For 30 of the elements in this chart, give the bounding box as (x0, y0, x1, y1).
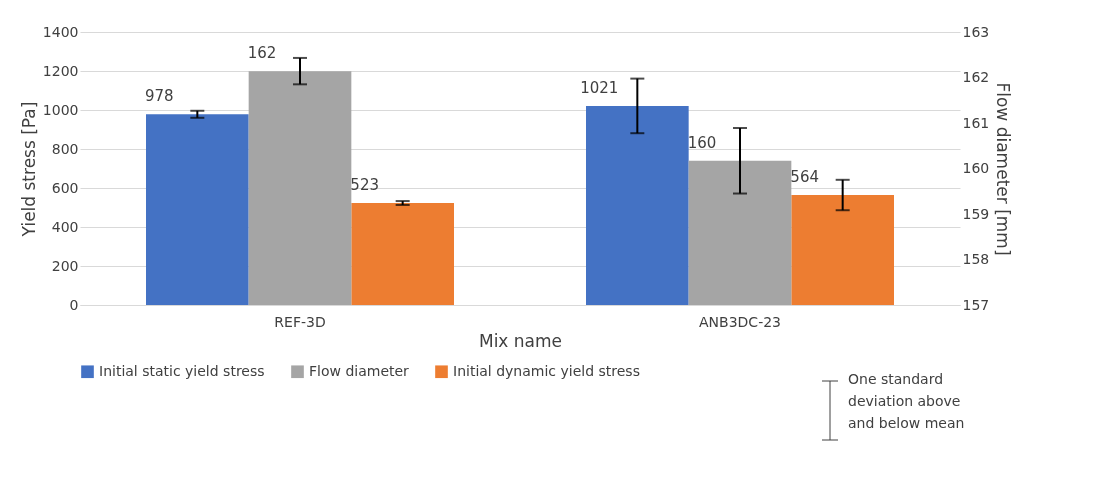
data-label: 1021 (580, 78, 619, 97)
y-tick-label: 400 (51, 218, 79, 235)
data-label: 978 (145, 87, 174, 106)
legend-label: Initial static yield stress (99, 362, 265, 379)
data-label: 162 (247, 44, 277, 63)
y2-tick-label: 161 (962, 114, 990, 131)
y-tick-label: 200 (51, 257, 79, 274)
legend-label: Initial dynamic yield stress (453, 362, 640, 379)
x-tick-label: ANB3DC-23 (699, 313, 781, 330)
y-tick-label: 1400 (42, 23, 79, 40)
x-tick-label: REF-3D (274, 313, 326, 330)
y2-tick-label: 160 (962, 160, 990, 176)
legend-label: Flow diameter (309, 362, 410, 379)
x-axis-title: Mix name (478, 330, 563, 351)
y-tick-label: 0 (69, 296, 79, 313)
y2-tick-label: 158 (962, 251, 990, 267)
y2-tick-label: 157 (962, 296, 990, 313)
data-label: 564 (790, 168, 819, 187)
y-axis-title: Yield stress [Pa] (18, 101, 39, 238)
data-label: 523 (350, 176, 379, 195)
y2-axis-title: Flow diameter [mm] (993, 82, 1014, 256)
y-tick-label: 800 (51, 140, 79, 157)
y2-tick-label: 163 (962, 23, 990, 40)
y-tick-label: 1000 (42, 101, 79, 118)
y2-tick-label: 159 (962, 205, 990, 222)
text: One standard deviation above and below mean (848, 371, 965, 431)
y-tick-label: 600 (51, 179, 79, 196)
data-label: 160 (687, 133, 717, 152)
y2-tick-label: 162 (962, 69, 990, 85)
y-tick-label: 1200 (42, 62, 79, 79)
